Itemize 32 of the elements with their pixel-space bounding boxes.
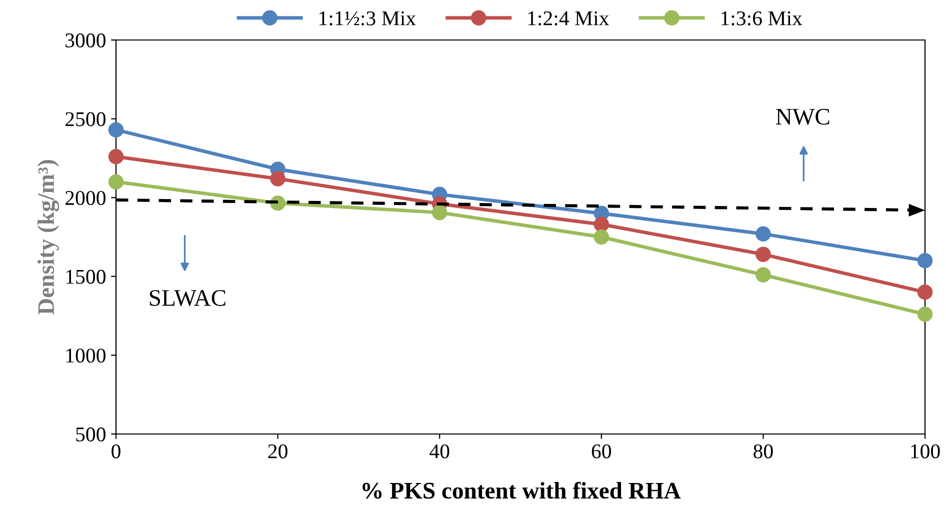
point [108, 174, 124, 190]
y-tick-label: 1500 [66, 270, 106, 284]
point [917, 253, 933, 268]
y-tick-label: 3000 [66, 33, 106, 48]
x-tick-label: 80 [754, 444, 773, 458]
legend-label: 1:3:6 Mix [722, 11, 802, 26]
point [108, 122, 124, 138]
point [432, 204, 448, 220]
point [756, 267, 771, 282]
annotation: NWC [776, 108, 830, 125]
y-tick-label: 2500 [66, 112, 106, 126]
y-tick-label: 500 [76, 427, 106, 442]
point [594, 229, 610, 245]
point [756, 226, 771, 242]
x-tick-label: 40 [430, 444, 450, 458]
point [917, 306, 933, 322]
x-tick-label: 60 [592, 444, 612, 458]
x-axis-title: % PKS content with fixed RHA [362, 482, 681, 499]
x-tick-label: 100 [911, 444, 940, 458]
x-tick-label: 20 [268, 444, 288, 458]
point [917, 284, 933, 300]
point [270, 171, 286, 186]
y-axis-title: Density (kg/m³) [37, 160, 60, 315]
point [108, 148, 124, 164]
x-tick-label: 0 [112, 444, 120, 458]
point [756, 246, 771, 262]
point [594, 216, 610, 232]
legend-label: 1:1½:3 Mix [320, 11, 416, 26]
legend-label: 1:2:4 Mix [528, 11, 610, 26]
annotation: SLWAC [150, 290, 226, 306]
y-tick-label: 1000 [66, 348, 106, 363]
y-tick-label: 2000 [66, 190, 106, 206]
